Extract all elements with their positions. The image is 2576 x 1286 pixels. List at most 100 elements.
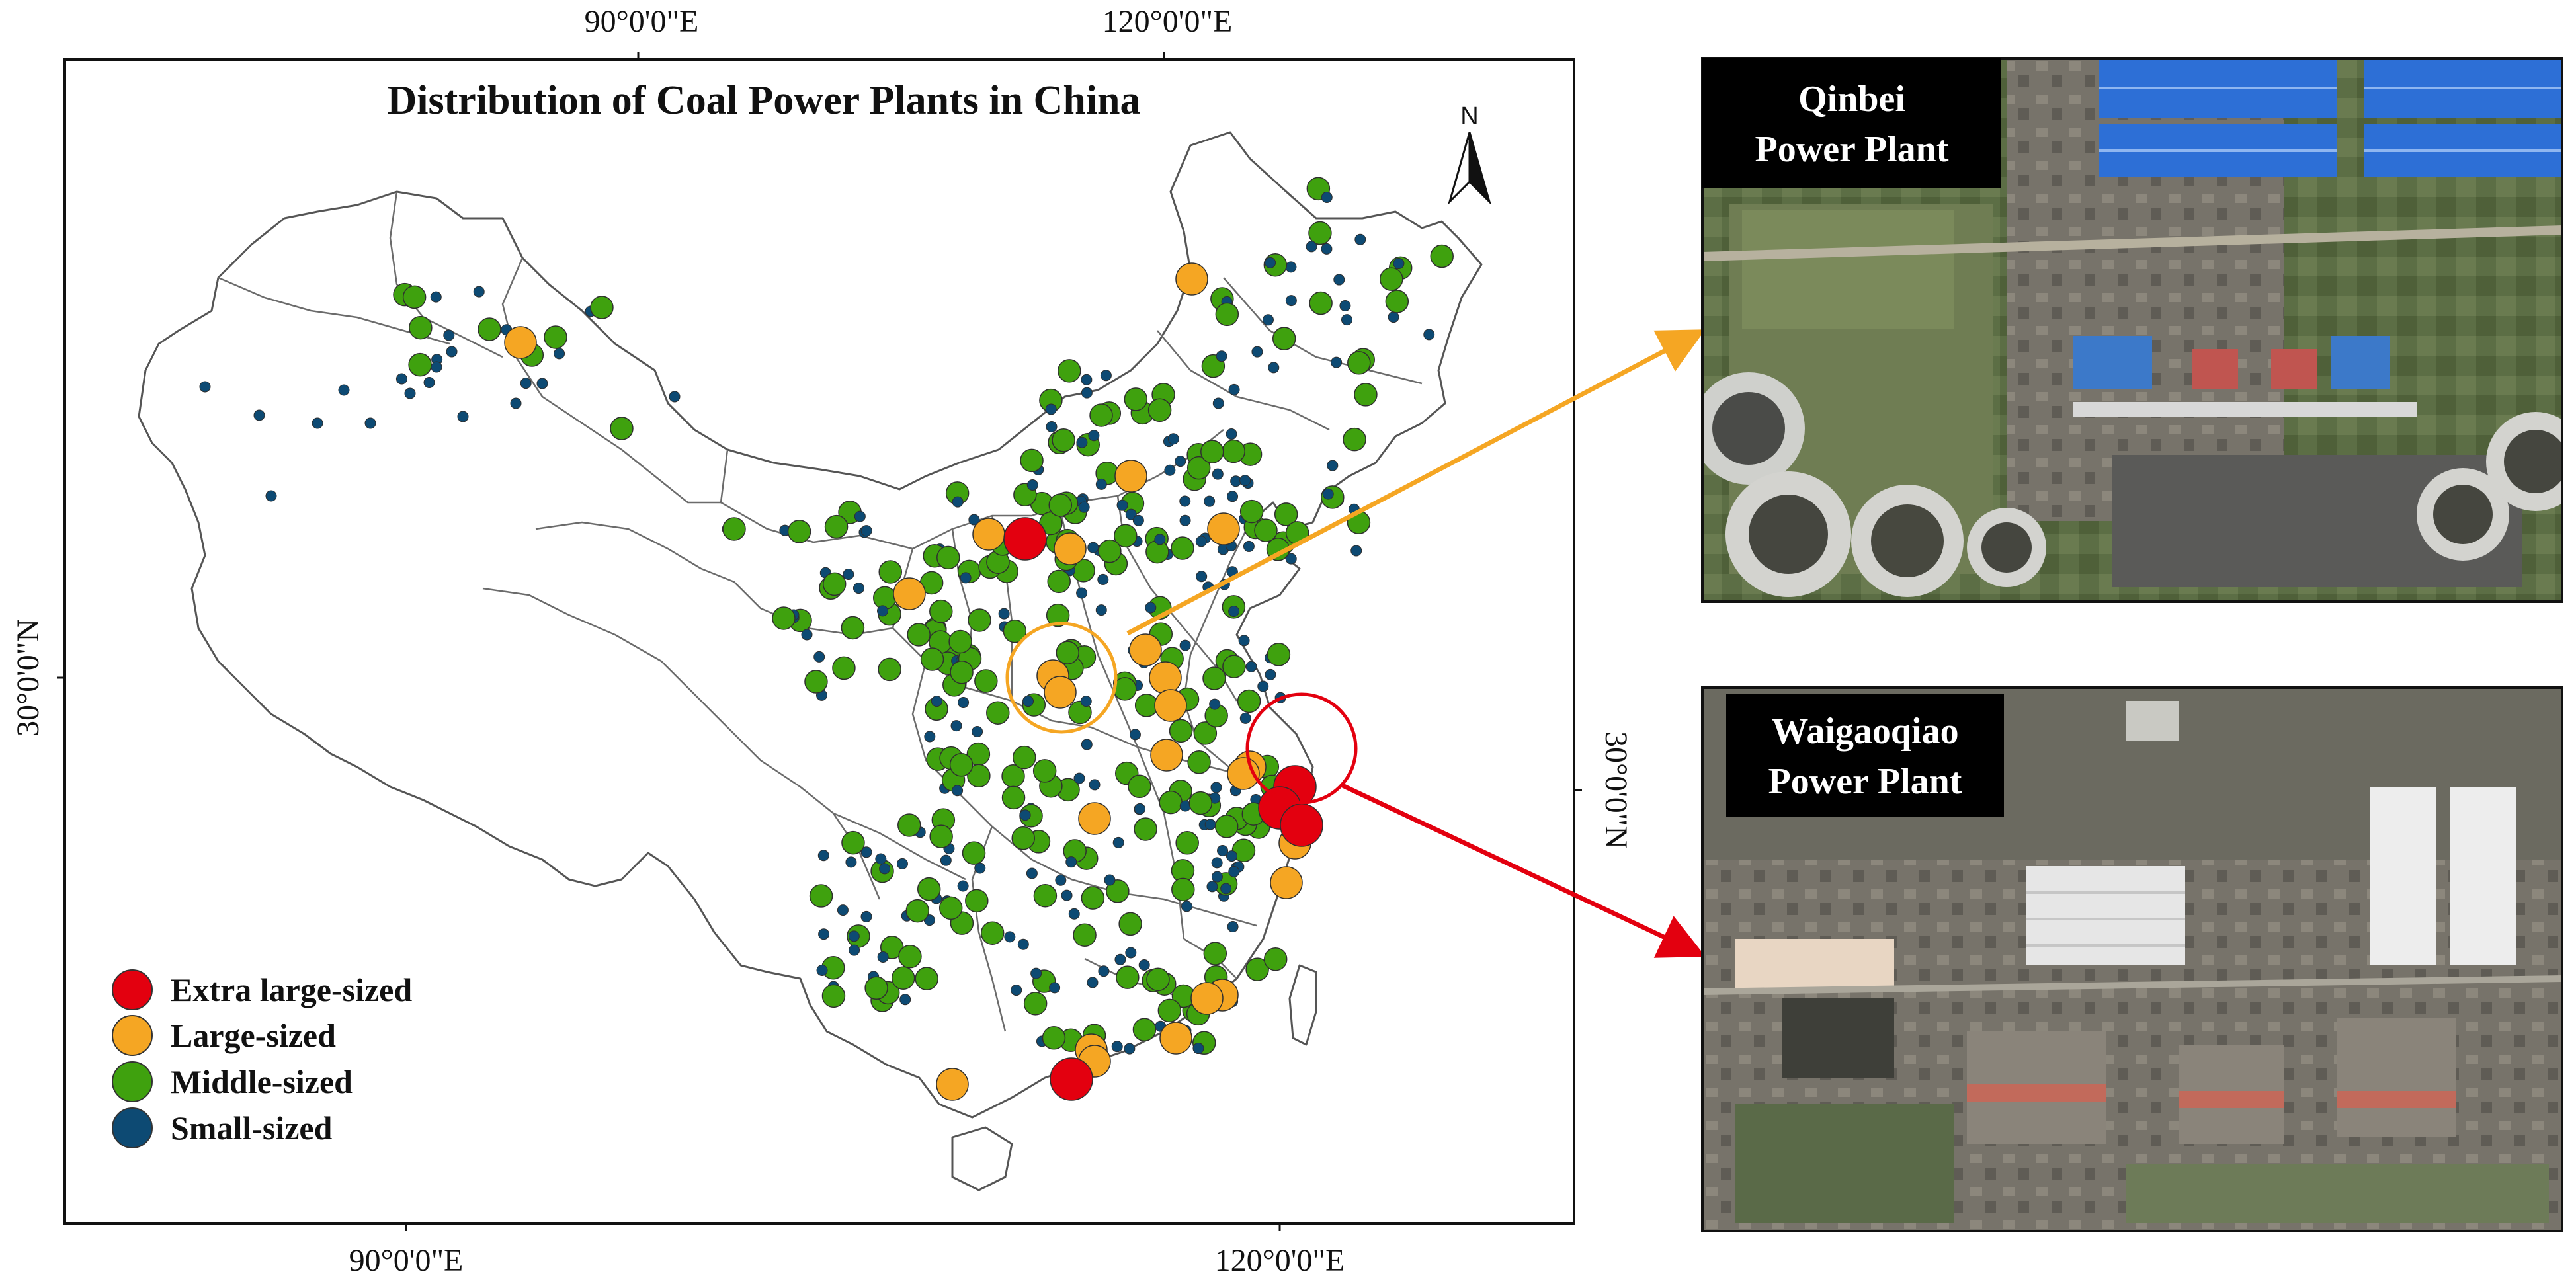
plant-marker-small — [1226, 428, 1237, 440]
plant-marker-small — [1196, 571, 1208, 583]
plant-marker-middle — [1118, 912, 1142, 936]
plant-marker-small — [950, 720, 962, 732]
plant-marker-small — [1321, 243, 1333, 255]
plant-marker-small — [816, 964, 828, 976]
plant-marker-middle — [986, 701, 1010, 725]
plant-marker-small — [1285, 553, 1297, 565]
plant-marker-middle — [841, 830, 865, 855]
plant-marker-middle — [544, 325, 567, 349]
plant-marker-small — [1216, 350, 1227, 362]
plant-marker-middle — [1188, 791, 1213, 815]
plant-marker-small — [1220, 883, 1232, 895]
plant-marker-middle — [1169, 719, 1193, 743]
plant-marker-middle — [949, 753, 974, 777]
plant-marker-small — [1088, 430, 1100, 442]
plant-marker-small — [952, 496, 964, 508]
plant-marker-large — [1114, 460, 1147, 493]
plant-marker-small — [1145, 602, 1157, 614]
plant-marker-small — [1104, 874, 1116, 886]
plant-marker-middle — [1058, 359, 1081, 383]
legend-swatch-small — [112, 1107, 153, 1148]
legend-label-large: Large-sized — [171, 1017, 336, 1054]
plant-marker-middle — [980, 921, 1005, 945]
plant-marker-middle — [878, 560, 902, 584]
plant-marker-small — [952, 785, 964, 797]
plant-marker-middle — [1193, 721, 1218, 745]
legend-swatch-extra-large — [112, 969, 153, 1010]
plant-marker-middle — [1157, 998, 1182, 1023]
plant-marker-middle — [1200, 440, 1224, 463]
map-title: Distribution of Coal Power Plants in Chi… — [387, 78, 1140, 123]
plant-marker-small — [1098, 965, 1110, 977]
plant-marker-small — [1257, 680, 1269, 692]
plant-marker-large — [1078, 802, 1111, 835]
plant-marker-small — [1026, 867, 1038, 879]
plant-marker-middle — [917, 877, 941, 901]
plant-marker-small — [1030, 967, 1042, 979]
plant-marker-small — [1192, 1043, 1204, 1055]
plant-marker-middle — [824, 514, 849, 539]
plant-marker-small — [536, 378, 548, 389]
plant-marker-large — [1159, 1022, 1192, 1055]
plant-marker-small — [854, 510, 866, 522]
plant-marker-small — [199, 381, 211, 393]
plant-marker-middle — [809, 884, 833, 908]
map-panel: 90°0'0"E 120°0'0"E 90°0'0"E 120°0'0"E 30… — [11, 4, 1634, 1278]
plant-marker-middle — [1056, 641, 1079, 664]
plant-marker-small — [1228, 865, 1240, 877]
plant-marker-middle — [1202, 666, 1226, 690]
plant-marker-small — [1089, 779, 1101, 791]
plant-marker-middle — [409, 315, 433, 340]
lon-label-top-120: 120°0'0"E — [1102, 4, 1233, 39]
plant-marker-small — [1167, 433, 1179, 445]
plant-marker-small — [1111, 1041, 1123, 1053]
plant-marker-small — [431, 361, 442, 373]
lat-label-right: 30°0'0"N — [1599, 731, 1634, 849]
plant-marker-small — [1097, 573, 1109, 585]
plant-marker-small — [1068, 908, 1080, 920]
plant-marker-small — [813, 651, 825, 663]
plant-marker-middle — [1073, 923, 1097, 947]
plant-marker-middle — [1013, 745, 1036, 770]
plant-marker-small — [520, 378, 532, 389]
plant-marker-small — [446, 346, 458, 358]
plant-marker-small — [1049, 982, 1061, 994]
plant-marker-small — [1423, 329, 1435, 341]
plant-marker-small — [1204, 495, 1216, 507]
plant-marker-middle — [787, 520, 811, 543]
plant-marker-small — [338, 384, 350, 396]
plant-marker-large — [1154, 689, 1187, 722]
plant-marker-large — [1044, 676, 1077, 709]
plant-marker-middle — [1214, 815, 1239, 838]
plant-marker-middle — [1046, 603, 1070, 627]
plant-marker-small — [1132, 514, 1144, 526]
plant-marker-middle — [1274, 502, 1298, 526]
plant-marker-middle — [1239, 499, 1264, 524]
plant-marker-small — [1076, 587, 1088, 599]
plant-marker-small — [1327, 460, 1339, 471]
plant-marker-small — [1017, 938, 1029, 950]
plant-marker-middle — [907, 623, 931, 647]
plant-marker-middle — [1430, 244, 1454, 268]
plant-marker-small — [860, 525, 872, 537]
plant-marker-small — [1251, 346, 1263, 358]
plant-marker-middle — [965, 889, 989, 913]
plant-marker-small — [1154, 534, 1166, 545]
plant-marker-small — [423, 376, 435, 388]
plant-marker-small — [860, 846, 872, 858]
plant-marker-large — [1150, 739, 1183, 772]
plant-marker-small — [1138, 959, 1150, 971]
north-arrow-icon: N — [1447, 102, 1492, 206]
plant-marker-small — [1179, 495, 1191, 507]
plant-marker-middle — [1309, 291, 1333, 315]
plant-marker-large — [1129, 633, 1162, 666]
lon-label-top-90: 90°0'0"E — [585, 4, 699, 39]
plant-marker-small — [1262, 314, 1274, 326]
waigaoqiao-label-box — [1726, 694, 2004, 817]
plant-marker-small — [1388, 311, 1399, 323]
plant-marker-small — [1393, 258, 1405, 270]
plant-marker-small — [1285, 295, 1297, 307]
svg-text:N: N — [1460, 102, 1478, 130]
plant-marker-small — [818, 928, 830, 940]
plant-marker-middle — [1147, 398, 1172, 422]
